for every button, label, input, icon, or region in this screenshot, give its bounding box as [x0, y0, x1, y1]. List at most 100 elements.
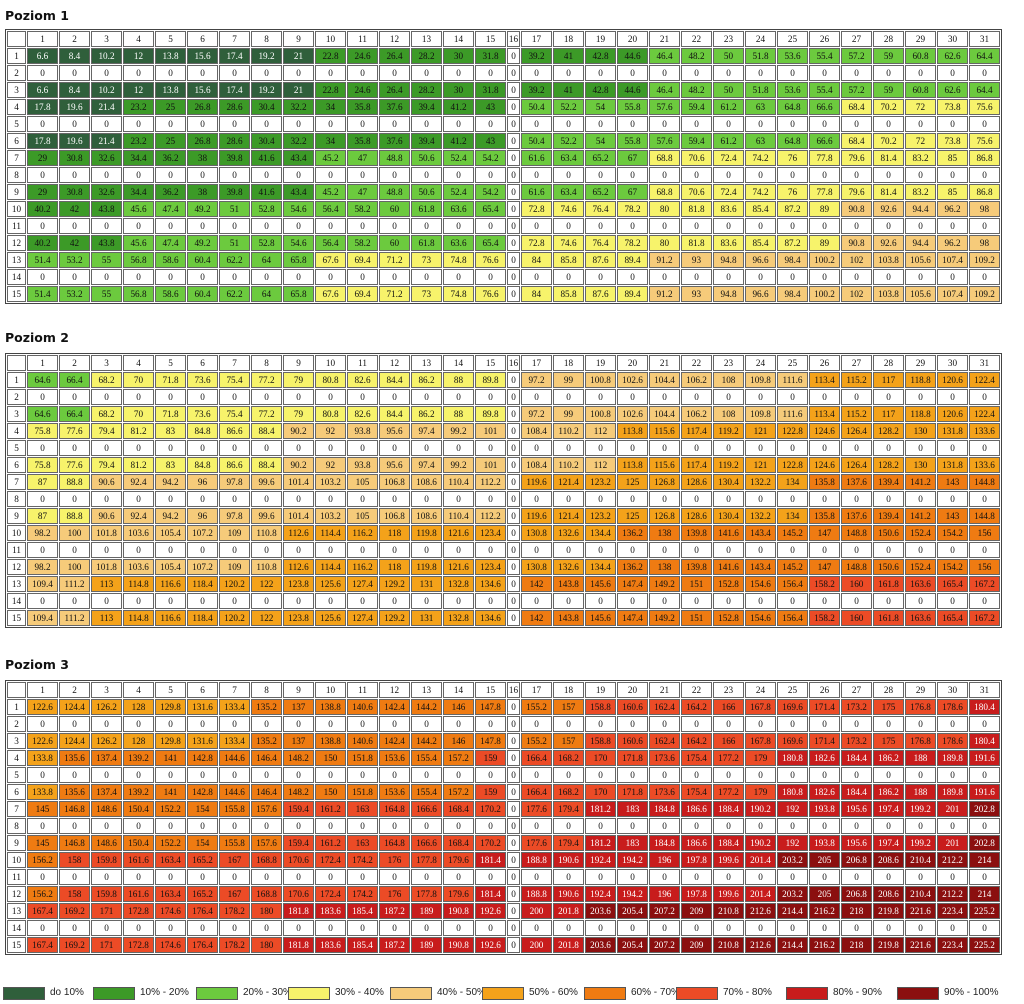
- heatmap-cell: 83: [155, 423, 186, 439]
- column-header: 22: [681, 355, 712, 371]
- heatmap-cell: 21.4: [91, 133, 122, 149]
- heatmap-cell: 61.6: [521, 184, 552, 200]
- heatmap-cell: 129.2: [379, 610, 410, 626]
- legend-label: 10% - 20%: [140, 987, 189, 998]
- heatmap-cell: 171.4: [809, 733, 840, 749]
- heatmap-cell: 167.4: [27, 937, 58, 953]
- heatmap-cell: 0: [187, 65, 218, 81]
- heatmap-cell: 169.6: [777, 699, 808, 715]
- column-header: 15: [475, 682, 506, 698]
- heatmap-cell: 188.8: [521, 852, 552, 868]
- heatmap-cell: 128.6: [681, 508, 712, 524]
- heatmap-cell: 0: [187, 818, 218, 834]
- heatmap-cell: 0: [969, 269, 1000, 285]
- heatmap-cell: 0: [905, 269, 936, 285]
- heatmap-cell: 151.8: [347, 750, 378, 766]
- heatmap-cell: 125: [617, 508, 648, 524]
- heatmap-cell: 214.4: [777, 903, 808, 919]
- heatmap-cell: 144.6: [219, 750, 250, 766]
- column-header: 27: [841, 682, 872, 698]
- heatmap-cell: 0: [283, 593, 314, 609]
- heatmap-cell: 0: [91, 389, 122, 405]
- heatmap-cell: 187.2: [379, 903, 410, 919]
- row-header: 10: [7, 852, 26, 868]
- heatmap-cell: 59: [873, 82, 904, 98]
- heatmap-cell: 110.2: [553, 457, 584, 473]
- heatmap-cell: 106.2: [681, 406, 712, 422]
- heatmap-cell: 0: [283, 767, 314, 783]
- column-header: 5: [155, 355, 186, 371]
- heatmap-cell: 39.8: [219, 150, 250, 166]
- heatmap-cell: 93.8: [347, 423, 378, 439]
- heatmap-cell: 0: [507, 218, 520, 234]
- heatmap-cell: 73.6: [187, 372, 218, 388]
- heatmap-cell: 109.2: [969, 286, 1000, 302]
- heatmap-cell: 110.8: [251, 559, 282, 575]
- heatmap-cell: 37.6: [379, 99, 410, 115]
- heatmap-cell: 107.4: [937, 252, 968, 268]
- column-header: 1: [27, 682, 58, 698]
- row-header: 15: [7, 610, 26, 626]
- heatmap-cell: 160.6: [617, 733, 648, 749]
- heatmap-cell: 0: [905, 716, 936, 732]
- heatmap-cell: 112.2: [475, 508, 506, 524]
- heatmap-cell: 0: [379, 389, 410, 405]
- heatmap-cell: 0: [507, 801, 520, 817]
- legend-swatch: [390, 987, 432, 1000]
- heatmap-cell: 85: [937, 150, 968, 166]
- heatmap-cell: 0: [713, 65, 744, 81]
- heatmap-cell: 117: [873, 372, 904, 388]
- heatmap-cell: 0: [379, 491, 410, 507]
- heatmap-cell: 48.2: [681, 82, 712, 98]
- heatmap-cell: 0: [219, 65, 250, 81]
- heatmap-cell: 134.6: [475, 610, 506, 626]
- heatmap-cell: 109.2: [969, 252, 1000, 268]
- heatmap-cell: 0: [617, 767, 648, 783]
- heatmap-cell: 0: [283, 542, 314, 558]
- heatmap-cell: 0: [969, 218, 1000, 234]
- heatmap-cell: 23.2: [123, 133, 154, 149]
- heatmap-cell: 26.4: [379, 48, 410, 64]
- row-header: 8: [7, 491, 26, 507]
- heatmap-cell: 0: [507, 767, 520, 783]
- heatmap-cell: 0: [315, 818, 346, 834]
- heatmap-cell: 150: [315, 750, 346, 766]
- column-header: 16: [507, 31, 520, 47]
- heatmap-cell: 173.2: [841, 733, 872, 749]
- heatmap-cell: 0: [411, 818, 442, 834]
- heatmap-cell: 0: [681, 269, 712, 285]
- heatmap-cell: 0: [585, 542, 616, 558]
- heatmap-cell: 0: [219, 167, 250, 183]
- heatmap-cell: 172.8: [123, 937, 154, 953]
- heatmap-cell: 128: [123, 733, 154, 749]
- heatmap-cell: 121.6: [443, 559, 474, 575]
- heatmap-cell: 0: [155, 167, 186, 183]
- heatmap-cell: 193.8: [809, 835, 840, 851]
- heatmap-cell: 0: [219, 920, 250, 936]
- heatmap-cell: 0: [187, 116, 218, 132]
- heatmap-cell: 51.8: [745, 82, 776, 98]
- heatmap-cell: 0: [553, 716, 584, 732]
- heatmap-cell: 32.2: [283, 99, 314, 115]
- heatmap-cell: 38: [187, 150, 218, 166]
- heatmap-cell: 143: [937, 508, 968, 524]
- heatmap-cell: 173.2: [841, 699, 872, 715]
- heatmap-cell: 0: [873, 542, 904, 558]
- legend-swatch: [196, 987, 238, 1000]
- column-header: 25: [777, 31, 808, 47]
- heatmap-cell: 0: [713, 716, 744, 732]
- heatmap-cell: 0: [187, 218, 218, 234]
- heatmap-cell: 0: [475, 542, 506, 558]
- heatmap-cell: 98: [969, 235, 1000, 251]
- column-header: 3: [91, 355, 122, 371]
- heatmap-cell: 118.8: [905, 406, 936, 422]
- heatmap-cell: 107.2: [187, 559, 218, 575]
- heatmap-cell: 35.8: [347, 133, 378, 149]
- heatmap-cell: 97.4: [411, 457, 442, 473]
- heatmap-cell: 64.8: [777, 99, 808, 115]
- heatmap-cell: 0: [777, 389, 808, 405]
- heatmap-cell: 115.6: [649, 423, 680, 439]
- heatmap-cell: 15.6: [187, 48, 218, 64]
- heatmap-cell: 201.8: [553, 903, 584, 919]
